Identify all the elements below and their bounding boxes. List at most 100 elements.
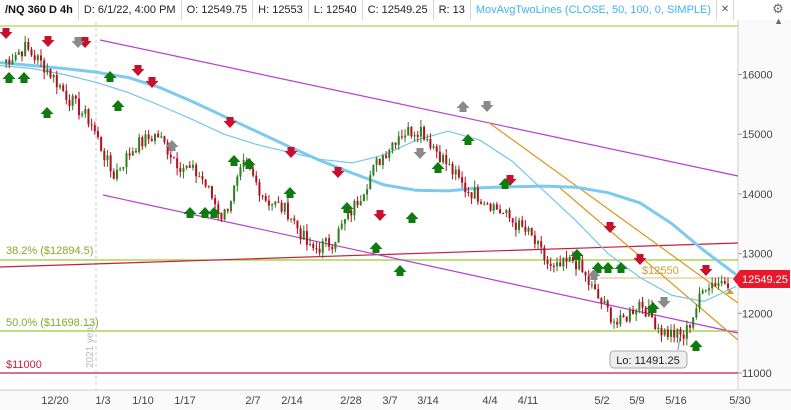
- candle-body: [8, 59, 11, 65]
- price-tick-label: 11000: [742, 368, 772, 380]
- candle-body: [533, 235, 536, 244]
- candle-body: [448, 163, 451, 165]
- candle-body: [451, 163, 454, 175]
- candle-body: [473, 187, 476, 199]
- candle-body: [71, 95, 74, 106]
- candle-body: [445, 155, 448, 165]
- time-tick-label: 12/20: [41, 395, 69, 407]
- date-label: D: 6/1/22, 4:00 PM: [79, 0, 182, 20]
- year-divider-label: 2021 year: [85, 323, 96, 368]
- candle-body: [195, 164, 198, 177]
- buy-signal-arrow: [689, 340, 703, 351]
- candle-body: [464, 182, 467, 193]
- fib-50-label: 50.0% ($11698.13): [6, 317, 99, 329]
- buy-signal-arrow: [393, 265, 407, 276]
- candle-body: [701, 290, 704, 294]
- candle-body: [590, 284, 593, 286]
- candle-body: [49, 69, 52, 78]
- candle-body: [328, 238, 331, 247]
- candle-body: [185, 165, 188, 168]
- neutral-signal-arrow: [165, 140, 179, 151]
- candle-body: [518, 220, 521, 230]
- candle-body: [695, 308, 698, 318]
- symbol-label[interactable]: /NQ 360 D 4h: [0, 0, 79, 20]
- buy-signal-arrow: [369, 242, 383, 253]
- time-tick-label: 3/14: [417, 395, 438, 407]
- candle-body: [416, 135, 419, 137]
- candle-body: [347, 210, 350, 219]
- candle-body: [112, 171, 115, 179]
- candle-body: [198, 176, 201, 178]
- buy-signal-arrow: [498, 178, 512, 189]
- candle-body: [698, 293, 701, 309]
- candle-body: [521, 220, 524, 227]
- close-icon[interactable]: ✕: [717, 0, 735, 20]
- price-tick-label: 14000: [742, 189, 773, 201]
- low-pointer-line: [677, 336, 681, 351]
- sell-signal-arrow: [78, 37, 92, 48]
- candle-body: [226, 209, 229, 212]
- candle-body: [692, 317, 695, 328]
- candle-body: [486, 203, 489, 205]
- candle-body: [125, 153, 128, 168]
- candle-body: [290, 218, 293, 220]
- high-label: H: 12553: [253, 0, 309, 20]
- candle-body: [280, 202, 283, 212]
- sell-signal-arrow: [284, 147, 298, 158]
- candle-body: [391, 142, 394, 151]
- candle-body: [685, 325, 688, 339]
- candle-body: [394, 142, 397, 145]
- sell-signal-arrow: [131, 65, 145, 76]
- candle-body: [220, 213, 223, 220]
- candle-body: [103, 150, 106, 161]
- candle-body: [432, 146, 435, 148]
- time-tick-label: 4/4: [482, 395, 497, 407]
- candle-body: [58, 85, 61, 88]
- candle-body: [239, 167, 242, 177]
- candle-body: [350, 210, 353, 216]
- candle-body: [619, 315, 622, 325]
- sell-signal-arrow: [503, 175, 517, 186]
- candle-body: [81, 113, 84, 116]
- candle-body: [442, 155, 445, 163]
- candle-body: [138, 137, 141, 153]
- candle-body: [182, 167, 185, 172]
- candle-body: [476, 187, 479, 202]
- candle-body: [603, 300, 606, 304]
- candle-body: [331, 246, 334, 250]
- chevron-up-icon[interactable]: ▲: [774, 16, 783, 26]
- orange-trend-line: [487, 121, 739, 304]
- buy-signal-arrow: [570, 249, 584, 260]
- last-price-tag: [733, 270, 790, 288]
- candle-body: [375, 158, 378, 165]
- candle-body: [727, 283, 729, 288]
- candle-body: [388, 150, 391, 158]
- candle-body: [52, 74, 55, 78]
- buy-signal-arrow: [183, 207, 197, 218]
- time-axis-panel: [0, 390, 791, 410]
- time-tick-label: 2/14: [281, 395, 302, 407]
- candle-body: [644, 307, 647, 317]
- candle-body: [385, 155, 388, 158]
- red-trend-line: [0, 242, 739, 268]
- candle-body: [717, 283, 720, 287]
- candle-body: [499, 209, 502, 213]
- candle-body: [33, 55, 36, 61]
- candle-body: [305, 230, 308, 245]
- candle-body: [255, 175, 258, 183]
- gear-icon[interactable]: ⚙: [772, 1, 784, 16]
- candle-body: [77, 98, 80, 116]
- candle-body: [277, 201, 280, 203]
- low-label-box: [609, 350, 688, 369]
- study-label[interactable]: MovAvgTwoLines (CLOSE, 50, 100, 0, SIMPL…: [471, 0, 718, 20]
- candle-body: [296, 220, 299, 229]
- candle-body: [141, 137, 144, 147]
- candle-body: [508, 209, 511, 219]
- price-tick-label: 16000: [742, 70, 773, 82]
- candle-body: [131, 151, 134, 156]
- candle-body: [5, 59, 8, 63]
- candle-body: [613, 321, 616, 323]
- channel-upper-line: [99, 39, 739, 177]
- candle-body: [622, 315, 625, 317]
